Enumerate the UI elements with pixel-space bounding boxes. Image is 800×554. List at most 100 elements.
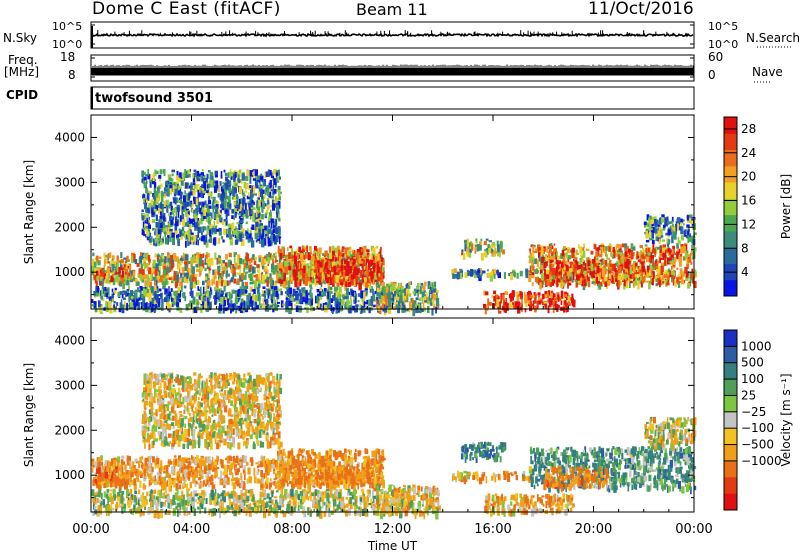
power-colorbar-cell <box>724 279 737 297</box>
velocity-colorbar-label: −500 <box>741 438 774 452</box>
beam-label: Beam 11 <box>356 0 428 19</box>
velocity-colorbar-cell <box>724 346 737 364</box>
velocity-echo-region <box>375 484 441 520</box>
freq-top-tick: 18 <box>60 50 76 64</box>
velocity-echo-region <box>644 416 697 452</box>
velocity-colorbar-label: 100 <box>741 372 764 386</box>
power-colorbar-label: 24 <box>741 146 756 160</box>
power-echo-region <box>643 214 697 247</box>
freq-label-line1: Freq. <box>8 53 38 67</box>
nsky-label: N.Sky <box>3 31 38 45</box>
cpid-program: twofsound 3501 <box>95 91 214 106</box>
power-colorbar-title: Power [dB] <box>779 174 793 239</box>
power-colorbar-cell <box>724 133 737 151</box>
power-colorbar-label: 4 <box>741 265 749 279</box>
velocity-ylabel: Slant Range [km] <box>22 363 36 467</box>
velocity-colorbar-cell <box>724 330 737 347</box>
nave-top-tick: 60 <box>708 50 724 64</box>
xtick-label: 08:00 <box>273 522 310 537</box>
nsky-spikes <box>97 30 675 36</box>
power-colorbar-cell <box>724 230 737 248</box>
power-colorbar-cell <box>724 214 737 232</box>
power-echo-region <box>317 258 381 291</box>
velocity-colorbar-cell <box>724 411 737 429</box>
power-colorbar-label: 12 <box>741 217 756 231</box>
xtick-label: 04:00 <box>173 522 210 537</box>
nave-label: Nave <box>752 65 783 79</box>
velocity-colorbar-cell <box>724 460 737 478</box>
velocity-echo-region <box>91 455 385 492</box>
velocity-colorbar-label: −100 <box>741 421 774 435</box>
power-ytick-label: 1000 <box>54 265 85 279</box>
power-ytick-label: 3000 <box>54 175 85 189</box>
xtick-label: 16:00 <box>474 522 511 537</box>
cpid-label: CPID <box>6 88 39 102</box>
nsky-top-tick: 10^5 <box>52 20 83 33</box>
power-colorbar-label: 28 <box>741 122 756 136</box>
power-colorbar-cell <box>724 247 737 264</box>
xtick-label: 20:00 <box>575 522 612 537</box>
freq-ticks <box>91 57 694 78</box>
velocity-echo-region <box>141 371 283 450</box>
velocity-echo-region <box>484 493 575 518</box>
power-echo-region <box>483 290 576 315</box>
velocity-ytick-label: 4000 <box>54 333 85 347</box>
velocity-colorbar-label: 25 <box>741 388 756 402</box>
power-colorbar-cell <box>724 182 737 199</box>
velocity-colorbar-label: −1000 <box>741 454 782 468</box>
power-echo-region <box>451 268 531 282</box>
nsky-ticks <box>91 24 694 45</box>
date-label: 11/Oct/2016 <box>588 0 694 19</box>
velocity-colorbar-title: Velocity [m s⁻¹] <box>779 373 793 466</box>
nave-bottom-tick: 0 <box>708 68 716 82</box>
velocity-colorbar-cell <box>724 477 737 495</box>
velocity-panel: 1000 2000 3000 4000 Slant Range [km] 1000 500 1… <box>22 317 793 520</box>
velocity-colorbar-cell <box>724 428 737 446</box>
xtick-label: 00:00 <box>72 522 109 537</box>
power-panel: 1000 2000 3000 4000 Slant Range [km] 4 8 12 16 20… <box>22 114 793 317</box>
power-colorbar-cell <box>724 149 737 167</box>
velocity-echo-region <box>460 441 507 464</box>
nsky-bottom-tick: 10^0 <box>52 38 83 51</box>
power-colorbar-cell <box>724 165 737 183</box>
power-colorbar-label: 20 <box>741 170 756 184</box>
power-colorbar-cell <box>724 117 737 134</box>
xtick-label: 00:00 <box>675 522 712 537</box>
velocity-colorbar-label: 500 <box>741 356 764 370</box>
power-echo-region <box>375 281 440 317</box>
nsearch-label: N.Search <box>746 31 800 45</box>
power-colorbar-frame <box>723 116 738 297</box>
velocity-colorbar-label: 1000 <box>741 339 772 353</box>
power-colorbar-cell <box>724 198 737 216</box>
velocity-echo-region <box>543 466 610 492</box>
nsearch-bottom-tick: 10^0 <box>708 38 739 51</box>
freq-label-line2: [MHz] <box>4 65 40 79</box>
power-echo-region <box>461 238 505 261</box>
velocity-colorbar-cell <box>724 362 737 380</box>
velocity-ytick-label: 3000 <box>54 378 85 392</box>
power-ytick-label: 2000 <box>54 220 85 234</box>
freq-trace <box>90 64 694 76</box>
power-ytick-label: 4000 <box>54 130 85 144</box>
velocity-echo-region <box>91 488 408 519</box>
power-echo-region <box>544 258 647 288</box>
power-ylabel: Slant Range [km] <box>22 160 36 264</box>
velocity-echo-region <box>277 448 386 492</box>
freq-bottom-tick: 8 <box>68 68 76 82</box>
velocity-colorbar-cell <box>724 395 737 413</box>
nsearch-top-tick: 10^5 <box>708 20 739 33</box>
velocity-colorbar-cell <box>724 444 737 462</box>
xtick-label: 12:00 <box>374 522 411 537</box>
power-echo-region <box>141 168 282 248</box>
velocity-colorbar-label: −25 <box>741 405 766 419</box>
velocity-echo-region <box>451 470 533 485</box>
xaxis-label: Time UT <box>367 539 418 553</box>
power-colorbar-label: 16 <box>741 194 756 208</box>
velocity-colorbar-cell <box>724 379 737 396</box>
velocity-colorbar-frame <box>723 329 738 511</box>
power-colorbar-label: 8 <box>741 241 749 255</box>
velocity-ytick-label: 1000 <box>54 468 85 482</box>
station-title: Dome C East (fitACF) <box>92 0 281 19</box>
cpid-panel-frame <box>90 86 695 110</box>
